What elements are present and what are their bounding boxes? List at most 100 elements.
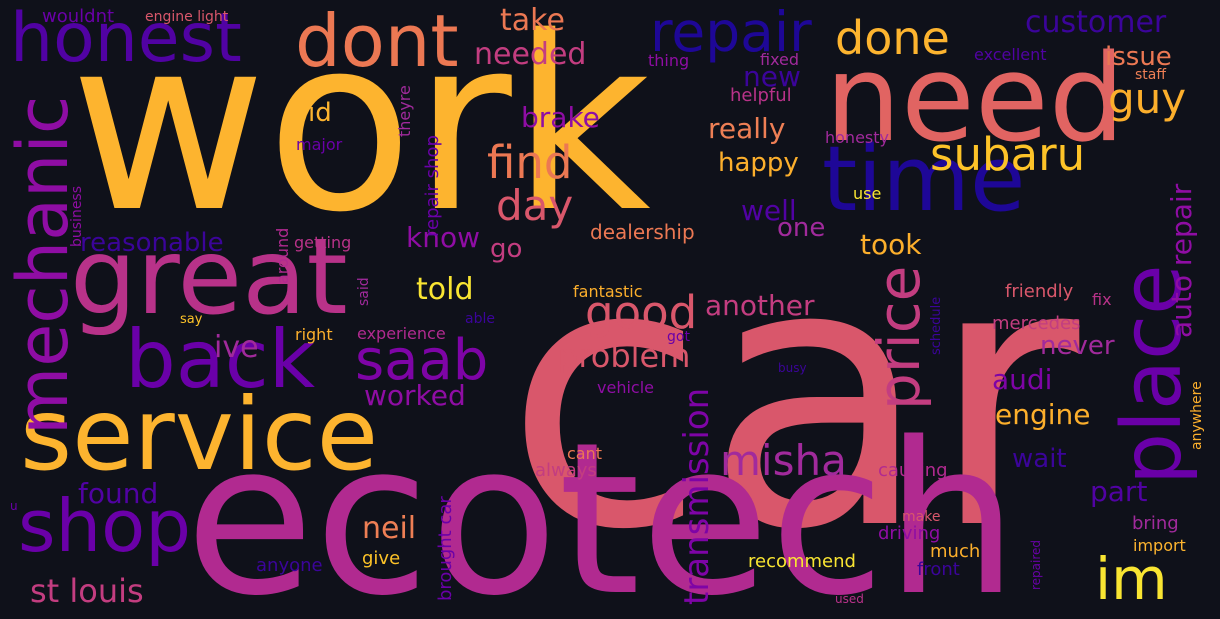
word-subaru: subaru (930, 128, 1086, 181)
word-causing: causing (878, 460, 948, 481)
word-reasonable: reasonable (80, 228, 224, 258)
word-never: never (1040, 331, 1115, 361)
word-saab: saab (355, 328, 489, 393)
word-recommend: recommend (748, 551, 856, 572)
word-wait: wait (1012, 444, 1067, 474)
word-fix: fix (1092, 290, 1112, 309)
word-ive: ive (214, 330, 259, 365)
word-im: im (1095, 545, 1168, 613)
word-done: done (835, 11, 950, 65)
word-needed: needed (474, 37, 587, 72)
word-driving: driving (878, 523, 941, 544)
word-day: day (496, 181, 574, 230)
word-cant: cant (567, 444, 603, 463)
word-brake: brake (521, 101, 600, 134)
word-car: car (505, 185, 1080, 610)
word-found: found (78, 477, 159, 510)
word-busy: busy (778, 361, 807, 375)
word-good: good (585, 286, 698, 339)
word-new: new (743, 60, 801, 93)
word-find: find (487, 136, 573, 189)
word-friendly: friendly (1005, 281, 1074, 302)
word-anywhere: anywhere (1189, 381, 1205, 450)
word-fantastic: fantastic (573, 282, 643, 301)
word-always: always (535, 460, 597, 481)
word-happy: happy (718, 148, 799, 178)
word-engine-light: engine light (145, 9, 229, 25)
word-thing: thing (648, 51, 690, 70)
word-told: told (416, 272, 474, 307)
word-honest: honest (10, 0, 242, 78)
word-go: go (490, 234, 523, 264)
word-id: id (308, 98, 332, 128)
word-used: used (835, 592, 864, 606)
word-guy: guy (1108, 74, 1187, 123)
word-part: part (1090, 475, 1148, 508)
word-really: really (708, 112, 786, 145)
word-right: right (295, 325, 333, 344)
word-another: another (705, 289, 815, 322)
word-front: front (917, 559, 960, 580)
word-engine: engine (995, 398, 1091, 431)
word-back: back (125, 313, 316, 406)
word-say: say (180, 312, 203, 327)
word-worked: worked (364, 379, 466, 412)
word-much: much (930, 541, 981, 562)
word-misha: misha (720, 436, 847, 485)
word-take: take (500, 3, 565, 38)
word-neil: neil (362, 511, 417, 546)
word-brought-car: brought car (435, 496, 456, 601)
word-need: need (825, 30, 1125, 169)
word-transmission: transmission (677, 387, 717, 605)
word-well: well (741, 194, 797, 227)
word-mercedes: mercedes (992, 313, 1081, 334)
word-honesty: honesty (825, 128, 889, 147)
word-got: got (667, 329, 690, 345)
word-ecotech: ecotech (185, 397, 1019, 619)
word-know: know (406, 221, 480, 254)
word-repaired: repaired (1029, 539, 1043, 590)
word-took: took (860, 228, 922, 261)
word-schedule: schedule (929, 296, 944, 355)
word-around: around (273, 227, 292, 284)
word-problem: problem (558, 337, 691, 375)
word-work: work (70, 0, 651, 265)
word-time: time (822, 127, 1026, 232)
word-customer: customer (1025, 5, 1167, 40)
word-vehicle: vehicle (597, 378, 654, 397)
word-anyone: anyone (256, 555, 323, 576)
word-u: u (10, 499, 18, 513)
word-repair-shop: repair shop (422, 135, 443, 237)
word-repair: repair (650, 0, 812, 64)
word-make: make (902, 509, 941, 525)
word-able: able (465, 311, 495, 327)
word-import: import (1133, 536, 1186, 555)
word-great: great (70, 216, 348, 338)
word-audi: audi (992, 363, 1053, 396)
word-auto-repair: auto repair (1165, 183, 1198, 338)
word-staff: staff (1135, 67, 1167, 83)
word-wouldnt: wouldnt (42, 6, 115, 27)
word-one: one (777, 213, 826, 243)
word-said: said (356, 277, 372, 306)
word-fixed: fixed (760, 50, 800, 69)
word-issue: issue (1105, 42, 1172, 72)
word-mechanic: mechanic (2, 95, 84, 435)
word-business: business (69, 185, 85, 247)
word-major: major (296, 135, 343, 154)
word-use: use (853, 184, 882, 203)
word-bring: bring (1132, 513, 1179, 534)
word-give: give (362, 548, 401, 569)
word-experience: experience (357, 324, 446, 343)
word-dont: dont (295, 0, 459, 83)
word-excellent: excellent (974, 45, 1047, 64)
word-st-louis: st louis (30, 572, 144, 610)
word-price: price (865, 265, 933, 410)
word-theyre: theyre (395, 85, 414, 137)
word-dealership: dealership (590, 220, 695, 244)
word-shop: shop (18, 484, 191, 568)
word-service: service (20, 376, 379, 493)
word-getting: getting (294, 233, 352, 252)
word-helpful: helpful (730, 85, 792, 106)
